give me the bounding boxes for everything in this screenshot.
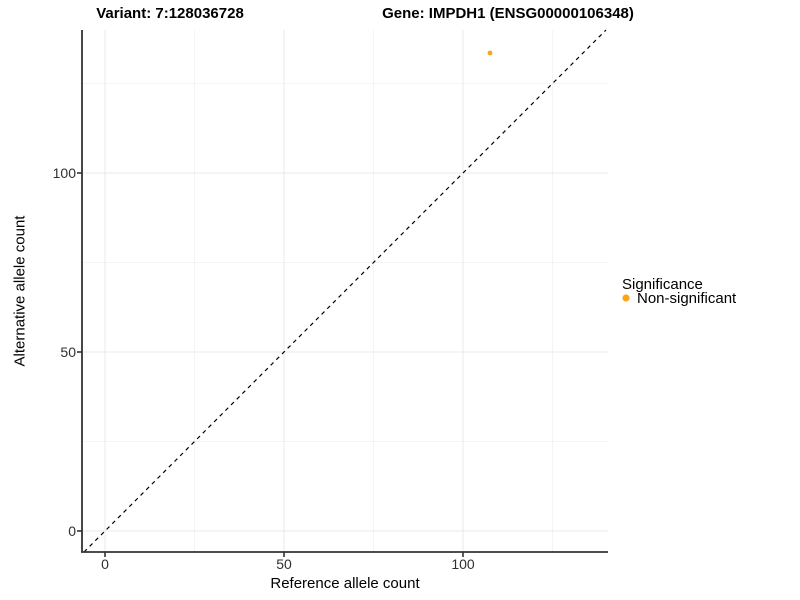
legend-key-dot-icon <box>622 294 630 302</box>
major-gridlines <box>82 30 608 552</box>
y-tick-label-50: 50 <box>60 344 76 360</box>
gene-title: Gene: IMPDH1 (ENSG00000106348) <box>382 5 634 22</box>
axis-lines <box>81 30 608 553</box>
y-axis-title: Alternative allele count <box>11 215 29 367</box>
y-tick-label-100: 100 <box>52 165 76 181</box>
identity-reference-line <box>83 29 607 553</box>
data-point <box>487 50 493 56</box>
minor-gridlines <box>82 30 608 552</box>
x-tick-label-100: 100 <box>451 556 475 572</box>
legend-item-non-significant: Non-significant <box>637 290 737 307</box>
x-tick-label-50: 50 <box>276 556 292 572</box>
x-tick-label-0: 0 <box>101 556 109 572</box>
legend-title: Significance <box>622 276 703 293</box>
x-axis-title: Reference allele count <box>270 575 420 592</box>
axis-tick-marks <box>77 172 464 557</box>
variant-title: Variant: 7:128036728 <box>96 5 244 22</box>
y-tick-label-0: 0 <box>68 523 76 539</box>
